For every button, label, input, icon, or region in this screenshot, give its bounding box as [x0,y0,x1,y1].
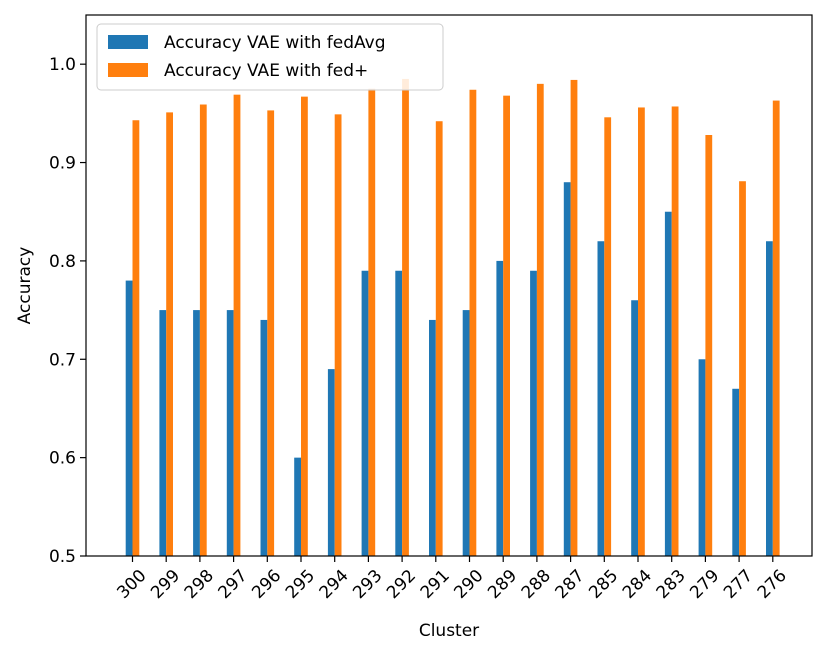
bars-layer [125,78,780,557]
bar-fedavg-300 [125,280,133,556]
y-axis-title: Accuracy [15,247,35,325]
x-tick-label: 283 [653,566,690,603]
x-tick-label: 277 [720,566,757,603]
bar-fedavg-291 [429,319,436,556]
legend: Accuracy VAE with fedAvg Accuracy VAE wi… [96,23,444,91]
y-tick-label: 1.0 [49,55,76,75]
bar-fedplus-296 [267,110,275,556]
y-tick-label: 0.8 [49,252,76,272]
bar-fedavg-298 [193,310,200,556]
y-tick-label: 0.6 [49,449,76,469]
bar-fedplus-285 [604,117,612,557]
x-tick-label: 298 [181,566,218,603]
bar-fedavg-284 [631,300,638,556]
bar-fedavg-290 [462,310,470,556]
bar-fedplus-299 [166,112,173,556]
x-tick-label: 290 [450,566,487,603]
x-tick-label: 300 [113,566,150,603]
legend-swatch-fedavg [108,35,148,49]
bar-fedplus-283 [671,106,679,556]
bar-fedavg-283 [664,211,672,557]
bar-fedavg-292 [395,270,403,556]
legend-swatch-fedplus [108,63,148,77]
bar-fedavg-299 [159,310,167,556]
bar-fedplus-277 [739,181,746,557]
x-tick-label: 294 [316,566,353,603]
bar-fedavg-276 [766,241,773,557]
bar-fedplus-297 [233,94,241,557]
bar-fedavg-279 [698,359,706,556]
x-tick-label: 295 [282,566,319,603]
bar-fedplus-291 [435,121,443,556]
x-tick-label: 285 [585,566,622,603]
x-tick-label: 289 [484,566,521,603]
x-tick-label: 284 [619,566,656,603]
bar-fedavg-296 [260,319,268,556]
y-tick-label: 0.9 [49,154,76,174]
bar-fedavg-288 [530,270,537,556]
x-tick-label: 296 [248,566,285,603]
bar-fedavg-297 [226,310,234,556]
y-axis: 0.5 0.6 0.7 0.8 0.9 1.0 [49,55,86,567]
x-tick-label: 288 [518,566,555,603]
x-tick-label: 276 [754,566,791,603]
y-tick-label: 0.5 [49,547,76,567]
bar-fedplus-292 [402,78,409,556]
x-tick-label: 279 [686,566,723,603]
x-axis: 3002992982972962952942932922912902892882… [113,556,791,603]
bar-fedavg-294 [327,369,335,556]
bar-fedavg-289 [496,260,504,556]
bar-fedavg-287 [563,182,571,556]
y-tick-label: 0.7 [49,350,76,370]
bar-fedplus-276 [772,100,780,556]
legend-label-fedavg: Accuracy VAE with fedAvg [164,33,386,53]
x-tick-label: 297 [215,566,252,603]
x-tick-label: 287 [552,566,589,603]
plot-frame [85,14,813,557]
bar-fedplus-289 [503,95,510,556]
bar-fedplus-298 [199,104,207,556]
x-tick-label: 299 [147,566,184,603]
bar-fedavg-295 [294,457,301,556]
bar-fedplus-290 [469,89,477,556]
legend-box [96,23,444,91]
bar-fedplus-288 [536,83,544,556]
bar-fedplus-284 [638,107,645,557]
bar-fedplus-287 [570,79,578,557]
bar-fedavg-277 [732,388,740,556]
x-tick-label: 292 [383,566,420,603]
legend-label-fedplus: Accuracy VAE with fed+ [164,61,368,81]
x-axis-title: Cluster [419,621,479,641]
bar-fedplus-293 [368,88,376,557]
bar-fedplus-300 [132,120,140,556]
bar-fedplus-294 [334,114,342,556]
bar-fedplus-279 [705,135,713,556]
bar-fedavg-285 [597,241,605,557]
x-tick-label: 291 [417,566,454,603]
bar-fedplus-295 [301,96,308,556]
bar-fedavg-293 [361,270,369,556]
x-tick-label: 293 [349,566,386,603]
